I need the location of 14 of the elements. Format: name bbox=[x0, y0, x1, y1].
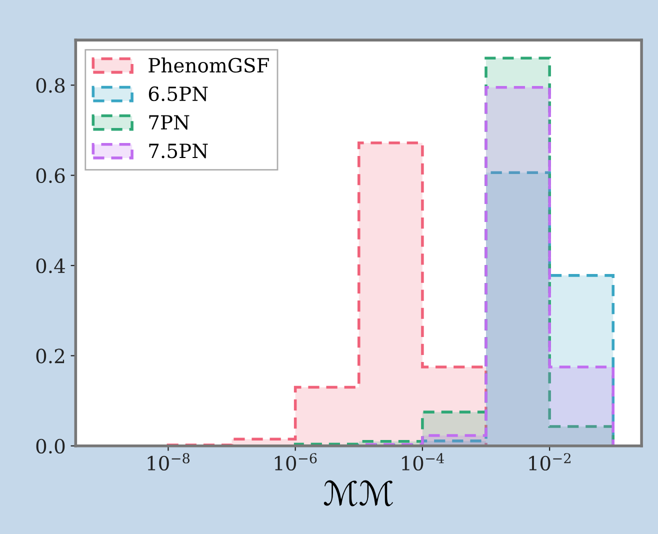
y-tick-label: 0.6 bbox=[36, 168, 65, 183]
legend-label: 7PN bbox=[149, 115, 190, 130]
y-tick-label: 0.2 bbox=[36, 348, 64, 364]
y-tick-label: 0.4 bbox=[36, 258, 65, 274]
legend-label: 7.5PN bbox=[149, 144, 208, 158]
x-tick-label: 10$^{−4}$ bbox=[402, 453, 444, 471]
legend-label: PhenomGSF bbox=[148, 58, 269, 73]
legend-label: 6.5PN bbox=[148, 86, 208, 102]
x-tick-label: 10$^{−8}$ bbox=[148, 453, 190, 471]
x-axis-title: ℳℳ bbox=[324, 480, 394, 506]
y-tick-label: 0.0 bbox=[36, 438, 65, 454]
x-tick-label: 10$^{−6}$ bbox=[274, 453, 317, 471]
y-tick-label: 0.8 bbox=[36, 78, 65, 93]
x-tick-label: 10$^{−2}$ bbox=[529, 453, 570, 471]
